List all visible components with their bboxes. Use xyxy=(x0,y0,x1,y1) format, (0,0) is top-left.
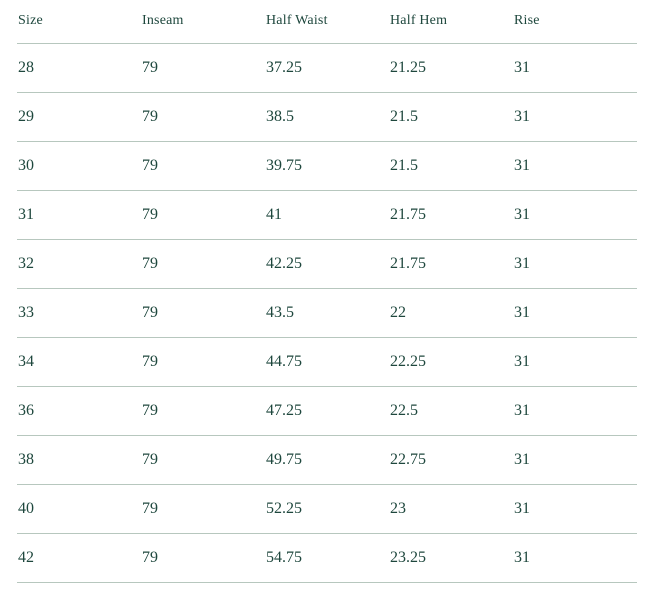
table-cell: 29 xyxy=(17,92,141,142)
table-cell: 21.5 xyxy=(389,92,513,142)
table-cell: 38.5 xyxy=(265,92,389,142)
table-cell: 79 xyxy=(141,43,265,93)
table-cell: 36 xyxy=(17,386,141,436)
table-cell: 42 xyxy=(17,533,141,583)
size-chart-table: Size Inseam Half Waist Half Hem Rise 28 79 37.… xyxy=(17,0,637,583)
table-cell: 31 xyxy=(513,337,637,387)
table-cell: 44.75 xyxy=(265,337,389,387)
table-cell: 21.25 xyxy=(389,43,513,93)
table-cell: 31 xyxy=(513,190,637,240)
table-row: 42 79 54.75 23.25 31 xyxy=(17,533,637,583)
table-cell: 79 xyxy=(141,288,265,338)
table-cell: 21.5 xyxy=(389,141,513,191)
table-cell: 28 xyxy=(17,43,141,93)
header-cell: Rise xyxy=(513,0,637,44)
table-cell: 32 xyxy=(17,239,141,289)
table-header: Size Inseam Half Waist Half Hem Rise xyxy=(17,0,637,44)
table-row: 34 79 44.75 22.25 31 xyxy=(17,337,637,387)
table-cell: 79 xyxy=(141,386,265,436)
table-cell: 79 xyxy=(141,239,265,289)
table-cell: 79 xyxy=(141,92,265,142)
table-cell: 41 xyxy=(265,190,389,240)
table-cell: 31 xyxy=(513,141,637,191)
table-cell: 31 xyxy=(513,533,637,583)
table-row: 31 79 41 21.75 31 xyxy=(17,190,637,240)
table-cell: 31 xyxy=(513,43,637,93)
header-cell: Inseam xyxy=(141,0,265,44)
table-cell: 79 xyxy=(141,141,265,191)
header-cell: Size xyxy=(17,0,141,44)
table-cell: 21.75 xyxy=(389,190,513,240)
table-cell: 31 xyxy=(513,92,637,142)
table-cell: 47.25 xyxy=(265,386,389,436)
table-row: 38 79 49.75 22.75 31 xyxy=(17,435,637,485)
table-row: 29 79 38.5 21.5 31 xyxy=(17,92,637,142)
table-cell: 43.5 xyxy=(265,288,389,338)
table-cell: 40 xyxy=(17,484,141,534)
table-cell: 54.75 xyxy=(265,533,389,583)
table-cell: 22.25 xyxy=(389,337,513,387)
header-cell: Half Hem xyxy=(389,0,513,44)
table-cell: 30 xyxy=(17,141,141,191)
table-cell: 31 xyxy=(513,386,637,436)
table-cell: 31 xyxy=(513,484,637,534)
table-cell: 49.75 xyxy=(265,435,389,485)
header-cell: Half Waist xyxy=(265,0,389,44)
table-cell: 31 xyxy=(513,288,637,338)
table-row: 36 79 47.25 22.5 31 xyxy=(17,386,637,436)
table-cell: 22.75 xyxy=(389,435,513,485)
table-cell: 31 xyxy=(17,190,141,240)
table-cell: 79 xyxy=(141,435,265,485)
table-cell: 42.25 xyxy=(265,239,389,289)
table-cell: 22 xyxy=(389,288,513,338)
table-cell: 38 xyxy=(17,435,141,485)
table-body: 28 79 37.25 21.25 31 29 79 38.5 21.5 31 30 79 39.75 2… xyxy=(17,43,637,583)
table-cell: 34 xyxy=(17,337,141,387)
table-row: 40 79 52.25 23 31 xyxy=(17,484,637,534)
table-cell: 33 xyxy=(17,288,141,338)
table-cell: 31 xyxy=(513,435,637,485)
table-row: 32 79 42.25 21.75 31 xyxy=(17,239,637,289)
table-cell: 52.25 xyxy=(265,484,389,534)
size-chart: Size Inseam Half Waist Half Hem Rise 28 79 37.… xyxy=(17,0,637,583)
table-cell: 79 xyxy=(141,484,265,534)
table-cell: 22.5 xyxy=(389,386,513,436)
table-cell: 23 xyxy=(389,484,513,534)
table-row: 33 79 43.5 22 31 xyxy=(17,288,637,338)
table-cell: 39.75 xyxy=(265,141,389,191)
table-cell: 23.25 xyxy=(389,533,513,583)
table-row: 28 79 37.25 21.25 31 xyxy=(17,43,637,93)
table-cell: 21.75 xyxy=(389,239,513,289)
table-cell: 79 xyxy=(141,337,265,387)
table-cell: 79 xyxy=(141,190,265,240)
header-row: Size Inseam Half Waist Half Hem Rise xyxy=(17,0,637,44)
table-cell: 37.25 xyxy=(265,43,389,93)
table-row: 30 79 39.75 21.5 31 xyxy=(17,141,637,191)
table-cell: 31 xyxy=(513,239,637,289)
table-cell: 79 xyxy=(141,533,265,583)
